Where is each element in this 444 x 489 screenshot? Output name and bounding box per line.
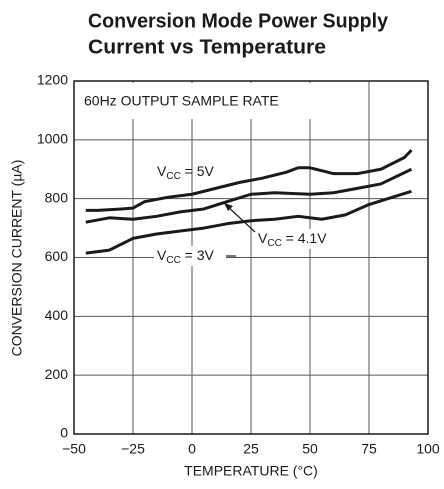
arrow-line (225, 204, 256, 233)
x-tick-label: 75 (361, 441, 377, 457)
arrow-head (224, 203, 233, 211)
series-label: VCC = 5V (157, 163, 215, 182)
x-tick-label: 25 (243, 441, 259, 457)
y-tick-label: 1200 (37, 72, 68, 88)
y-tick-label: 200 (45, 366, 69, 382)
x-axis-label: TEMPERATURE (°C) (184, 463, 318, 479)
x-tick-label: 100 (416, 441, 440, 457)
annotation-box (76, 83, 312, 119)
series-line (85, 149, 413, 212)
label-base: V (157, 247, 167, 263)
y-tick-label: 1000 (37, 131, 68, 147)
label-sub: CC (166, 255, 180, 266)
label-base: V (157, 163, 167, 179)
plot-frame (73, 80, 429, 435)
x-tick-label: 0 (188, 441, 196, 457)
series-label: VCC = 4.1V (258, 230, 327, 249)
y-axis-label: CONVERSION CURRENT (µA) (9, 160, 25, 357)
x-tick-label: −25 (121, 441, 145, 457)
y-tick-label: 800 (45, 189, 69, 205)
label-sub: CC (267, 238, 281, 249)
series-label: VCC = 3V (157, 247, 215, 266)
label-rest: = 3V (181, 247, 215, 263)
x-tick-label: −50 (62, 441, 86, 457)
x-tick-label: 50 (302, 441, 318, 457)
y-tick-label: 0 (60, 425, 68, 441)
y-tick-label: 400 (45, 307, 69, 323)
label-rest: = 4.1V (282, 230, 327, 246)
annotation: 60Hz OUTPUT SAMPLE RATE (84, 93, 279, 109)
series-line (85, 189, 412, 255)
label-sub: CC (166, 171, 180, 182)
chart-title: Current vs Temperature (88, 36, 326, 58)
series-line (85, 167, 413, 224)
label-bg (255, 229, 343, 249)
label-base: V (258, 230, 268, 246)
y-tick-label: 600 (45, 248, 69, 264)
chart-title: Conversion Mode Power Supply (88, 10, 389, 32)
label-rest: = 5V (181, 163, 215, 179)
label-bg (154, 246, 226, 266)
